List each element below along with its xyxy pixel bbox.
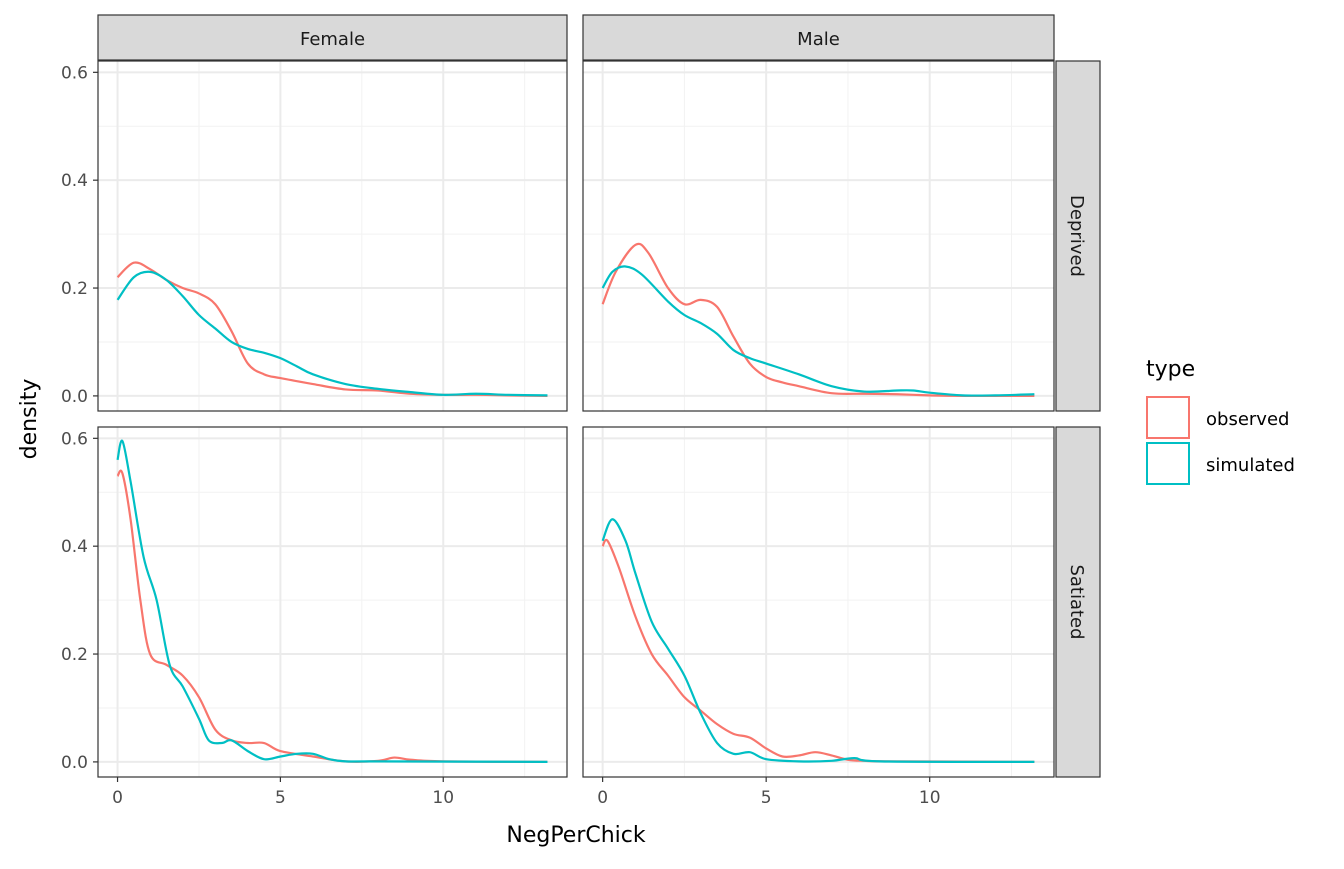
y-tick-label: 0.0 (61, 753, 88, 773)
y-tick-label: 0.0 (61, 387, 88, 407)
x-axis-title: NegPerChick (506, 823, 646, 848)
x-tick-label: 10 (432, 788, 454, 808)
density-line-observed (601, 538, 1035, 763)
y-tick-label: 0.2 (61, 645, 88, 665)
density-line-simulated (116, 270, 548, 397)
strip-female (97, 14, 568, 61)
density-line-observed (601, 242, 1035, 398)
density-line-simulated (601, 265, 1035, 397)
panel-background (583, 61, 1054, 411)
density-line-simulated (601, 518, 1035, 763)
strip-deprived (1055, 60, 1101, 412)
x-tick-label: 10 (919, 788, 941, 808)
density-line-observed (116, 469, 548, 763)
panel-background (583, 427, 1054, 777)
y-tick-label: 0.4 (61, 171, 88, 191)
legend-key-simulated (1146, 442, 1190, 485)
y-tick-label: 0.6 (61, 63, 88, 83)
legend-label-observed: observed (1206, 409, 1289, 430)
legend-title: type (1146, 357, 1195, 382)
panel-background (98, 427, 567, 777)
strip-label-satiated: Satiated (1066, 564, 1087, 639)
y-tick-label: 0.4 (61, 537, 88, 557)
y-tick-label: 0.2 (61, 279, 88, 299)
legend-label-simulated: simulated (1206, 455, 1295, 476)
x-tick-label: 0 (112, 788, 123, 808)
panels: Female Male Deprived Satiated 0.0 0.2 0.4 0.6 0.… (61, 14, 1101, 808)
x-tick-label: 5 (275, 788, 286, 808)
panel-border (97, 426, 568, 778)
panel-background (98, 61, 567, 411)
panel-border (97, 60, 568, 412)
y-tick-label: 0.6 (61, 429, 88, 449)
strip-label-female: Female (300, 29, 365, 50)
strip-label-deprived: Deprived (1066, 195, 1087, 277)
panel-border (582, 60, 1055, 412)
panel-female-deprived (97, 60, 568, 412)
y-axis-title: density (17, 379, 42, 460)
x-tick-label: 5 (761, 788, 772, 808)
density-line-simulated (116, 439, 548, 763)
panel-male-deprived (582, 60, 1055, 412)
strip-label-male: Male (797, 29, 840, 50)
strip-satiated (1055, 426, 1101, 778)
panel-male-satiated (582, 426, 1055, 778)
legend: type observed simulated (1146, 357, 1295, 485)
legend-key-observed (1146, 396, 1190, 439)
strip-male (582, 14, 1055, 61)
panel-female-satiated (97, 426, 568, 778)
x-tick-label: 0 (597, 788, 608, 808)
panel-border (582, 426, 1055, 778)
